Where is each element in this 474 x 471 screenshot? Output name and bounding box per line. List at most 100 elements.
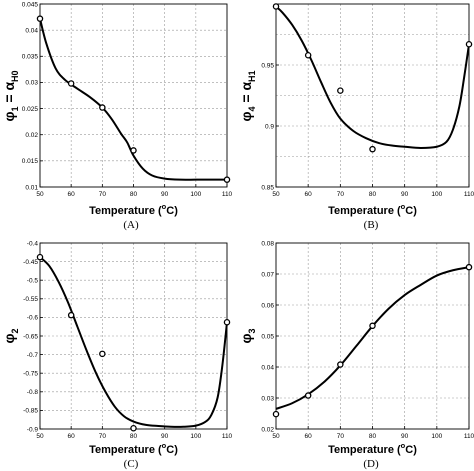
- y-tick-label: 0.06: [261, 302, 274, 309]
- y-tick-label: -0.55: [23, 296, 38, 303]
- y-tick-label: 0.05: [261, 333, 274, 340]
- grid: [40, 243, 227, 429]
- y-tick-label: -0.75: [23, 371, 38, 378]
- x-tick-label: 80: [369, 433, 377, 440]
- plot-frame: [39, 3, 228, 188]
- y-tick-label: -0.9: [27, 426, 39, 433]
- fitted-curve: [39, 18, 227, 181]
- data-point: [36, 15, 44, 22]
- x-tick-label: 60: [68, 433, 76, 440]
- data-point: [304, 392, 312, 399]
- y-tick-label: -0.85: [23, 408, 38, 415]
- panel-caption: (C): [124, 458, 139, 470]
- x-tick-label: 70: [337, 433, 345, 440]
- y-axis-label: φ4 = αH1: [238, 70, 257, 121]
- panel-caption: (D): [363, 458, 379, 470]
- y-tick-label: -0.7: [27, 352, 39, 359]
- y-axis-label: φ2: [1, 328, 20, 343]
- y-tick-label: 0.035: [22, 54, 39, 61]
- x-tick-label: 100: [431, 191, 442, 198]
- panel-b: 50 60 70 80 90 100 110 0.85 0.9 0.95 Temperature (…: [238, 3, 474, 231]
- x-tick-label: 90: [401, 433, 409, 440]
- x-tick-label: 70: [99, 433, 107, 440]
- data-point: [99, 104, 106, 111]
- y-tick-label: 0.08: [261, 240, 274, 247]
- y-tick-label: 0.02: [25, 132, 38, 139]
- y-axis-label: φ1 = αH0: [1, 70, 20, 121]
- x-tick-label: 60: [305, 191, 313, 198]
- y-tick-label: 0.95: [261, 62, 274, 69]
- x-tick-label: 100: [190, 191, 201, 198]
- x-tick-label: 50: [272, 433, 280, 440]
- data-point: [67, 311, 75, 319]
- data-point: [337, 361, 344, 368]
- y-tick-label: 0.01: [25, 184, 38, 191]
- panel-caption: (B): [364, 219, 379, 231]
- x-tick-label: 90: [401, 191, 409, 198]
- data-point: [223, 318, 231, 326]
- x-tick-label: 110: [464, 191, 474, 198]
- panel-d: 50 60 70 80 90 100 110 0.02 0.03 0.04 0.05 0.06 0.07…: [238, 240, 474, 470]
- data-point: [337, 87, 344, 94]
- data-point: [272, 3, 280, 10]
- fitted-curve: [275, 5, 470, 149]
- x-tick-label: 60: [305, 433, 313, 440]
- data-point: [36, 253, 44, 261]
- data-point: [465, 263, 473, 271]
- y-tick-label: -0.4: [27, 240, 39, 247]
- y-tick-label: -0.45: [23, 259, 38, 266]
- y-tick-label: -0.8: [27, 389, 39, 396]
- x-tick-label: 80: [130, 191, 138, 198]
- data-point: [130, 147, 137, 154]
- y-tick-label: 0.045: [22, 1, 39, 8]
- x-tick-label: 50: [36, 191, 44, 198]
- fitted-curve: [39, 256, 228, 428]
- y-tick-label: 0.015: [22, 158, 39, 165]
- data-point: [223, 176, 231, 183]
- x-tick-label: 110: [222, 433, 233, 440]
- y-tick-label: -0.5: [27, 278, 39, 285]
- x-tick-label: 50: [272, 191, 280, 198]
- x-tick-label: 110: [464, 433, 474, 440]
- x-tick-label: 100: [190, 433, 201, 440]
- x-tick-label: 90: [161, 433, 169, 440]
- panel-caption: (A): [123, 219, 139, 231]
- x-tick-label: 70: [99, 191, 107, 198]
- x-axis-label: Temperature (oC): [328, 441, 417, 456]
- data-point: [465, 41, 473, 48]
- y-tick-label: 0.04: [25, 27, 38, 34]
- x-tick-label: 80: [369, 191, 377, 198]
- x-tick-label: 90: [161, 191, 169, 198]
- data-point: [67, 80, 75, 87]
- x-tick-label: 50: [36, 433, 44, 440]
- x-tick-label: 110: [222, 191, 233, 198]
- x-tick-label: 60: [68, 191, 76, 198]
- grid: [276, 4, 469, 187]
- y-tick-label: 0.9: [265, 123, 274, 130]
- data-point: [99, 350, 106, 358]
- grid: [276, 243, 469, 429]
- grid: [40, 4, 227, 187]
- panel-a: 50 60 70 80 90 100 110 0.01 0.015 0.02 0.025 0.03 0.…: [1, 1, 233, 231]
- y-tick-label: 0.04: [261, 364, 274, 371]
- data-point: [369, 145, 376, 153]
- y-tick-label: 0.03: [25, 80, 38, 87]
- data-point: [369, 322, 376, 330]
- x-tick-label: 70: [337, 191, 345, 198]
- y-axis-label: φ3: [238, 328, 257, 343]
- x-axis-label: Temperature (oC): [89, 441, 178, 456]
- y-tick-label: 0.02: [261, 426, 274, 433]
- y-tick-label: -0.6: [27, 315, 39, 322]
- x-axis-label: Temperature (oC): [89, 202, 178, 217]
- y-tick-label: 0.07: [261, 271, 274, 278]
- panel-c: 50 60 70 80 90 100 110 -0.9 -0.85 -0.8 -0.75 -0.7 -0…: [1, 240, 233, 470]
- x-tick-label: 80: [130, 433, 138, 440]
- data-point: [272, 410, 280, 418]
- x-axis-label: Temperature (oC): [328, 202, 417, 217]
- y-tick-label: 0.03: [261, 395, 274, 402]
- y-tick-label: 0.025: [22, 106, 39, 113]
- y-tick-label: -0.65: [23, 333, 38, 340]
- x-tick-label: 100: [431, 433, 442, 440]
- data-point: [304, 51, 312, 59]
